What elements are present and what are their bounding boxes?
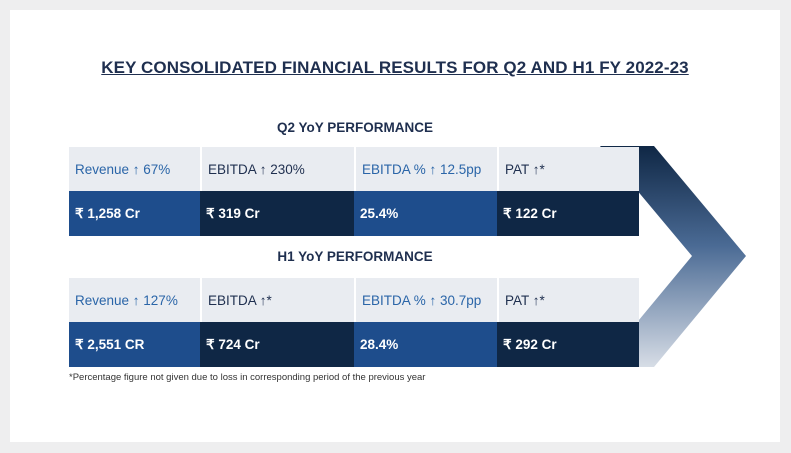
h1-revenue-value: ₹ 2,551 CR (69, 322, 200, 367)
h1-pat-value: ₹ 292 Cr (497, 322, 639, 367)
q2-section-heading: Q2 YoY PERFORMANCE (276, 120, 434, 135)
h1-revenue-label: Revenue ↑ 127% (69, 278, 200, 323)
footnote: *Percentage figure not given due to loss… (69, 372, 426, 383)
q2-pat-value: ₹ 122 Cr (497, 191, 639, 236)
h1-label-row: Revenue ↑ 127% EBITDA ↑* EBITDA % ↑ 30.7… (69, 278, 639, 323)
q2-ebitda-value: ₹ 319 Cr (200, 191, 354, 236)
q2-label-row: Revenue ↑ 67% EBITDA ↑ 230% EBITDA % ↑ 1… (69, 147, 639, 192)
h1-value-row: ₹ 2,551 CR ₹ 724 Cr 28.4% ₹ 292 Cr (69, 322, 639, 367)
q2-revenue-value: ₹ 1,258 Cr (69, 191, 200, 236)
chevron-arrow-icon (600, 146, 746, 367)
q2-pat-label: PAT ↑* (497, 147, 639, 192)
q2-revenue-label: Revenue ↑ 67% (69, 147, 200, 192)
q2-ebitda-margin-label: EBITDA % ↑ 12.5pp (354, 147, 497, 192)
page-title: KEY CONSOLIDATED FINANCIAL RESULTS FOR Q… (101, 58, 689, 77)
q2-value-row: ₹ 1,258 Cr ₹ 319 Cr 25.4% ₹ 122 Cr (69, 191, 639, 236)
q2-ebitda-label: EBITDA ↑ 230% (200, 147, 354, 192)
h1-section-heading: H1 YoY PERFORMANCE (277, 249, 433, 264)
h1-ebitda-label: EBITDA ↑* (200, 278, 354, 323)
q2-ebitda-margin-value: 25.4% (354, 191, 497, 236)
h1-ebitda-margin-value: 28.4% (354, 322, 497, 367)
slide: KEY CONSOLIDATED FINANCIAL RESULTS FOR Q… (10, 10, 780, 442)
h1-ebitda-value: ₹ 724 Cr (200, 322, 354, 367)
h1-ebitda-margin-label: EBITDA % ↑ 30.7pp (354, 278, 497, 323)
h1-pat-label: PAT ↑* (497, 278, 639, 323)
